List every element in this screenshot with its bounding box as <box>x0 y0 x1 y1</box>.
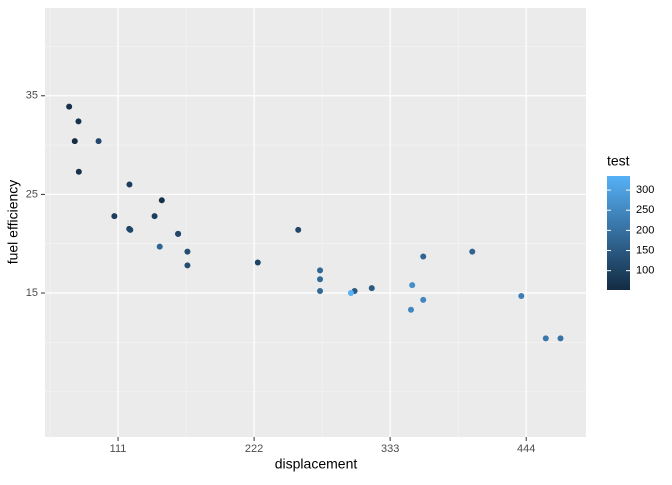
point <box>184 248 191 255</box>
colorbar-label: 200 <box>636 224 654 236</box>
y-tick-label: 35 <box>26 90 38 102</box>
point <box>542 335 549 342</box>
point <box>75 118 82 125</box>
point <box>407 306 414 313</box>
point <box>156 243 163 250</box>
legend-title: test <box>607 153 630 169</box>
x-tick-label: 111 <box>110 443 127 455</box>
point <box>71 138 78 145</box>
point <box>347 290 354 297</box>
y-tick-label: 15 <box>26 287 38 299</box>
point <box>420 296 427 303</box>
point <box>254 259 261 266</box>
point <box>95 138 102 145</box>
y-axis-title: fuel efficiency <box>5 180 21 265</box>
x-tick-label: 222 <box>245 443 263 455</box>
colorbar-label: 300 <box>636 184 654 196</box>
x-axis-title: displacement <box>275 456 358 472</box>
colorbar-label: 250 <box>636 204 654 216</box>
colorbar-label: 100 <box>636 265 654 277</box>
point <box>75 168 82 175</box>
point <box>317 267 324 274</box>
point <box>158 197 165 204</box>
point <box>295 226 302 233</box>
panel <box>45 8 586 437</box>
point <box>469 248 476 255</box>
point <box>420 253 427 260</box>
point <box>175 230 182 237</box>
x-tick-label: 333 <box>381 443 399 455</box>
point <box>184 262 191 269</box>
point <box>111 213 118 220</box>
point <box>126 181 133 188</box>
point <box>127 226 134 233</box>
point <box>317 288 324 295</box>
point <box>66 103 73 110</box>
point <box>557 335 564 342</box>
y-tick-label: 25 <box>26 188 38 200</box>
x-tick-label: 444 <box>517 443 535 455</box>
colorbar-label: 150 <box>636 244 654 256</box>
colorbar <box>607 176 630 290</box>
point <box>317 276 324 283</box>
point <box>518 292 525 299</box>
point <box>368 285 375 292</box>
point <box>409 282 416 289</box>
point <box>151 213 158 220</box>
